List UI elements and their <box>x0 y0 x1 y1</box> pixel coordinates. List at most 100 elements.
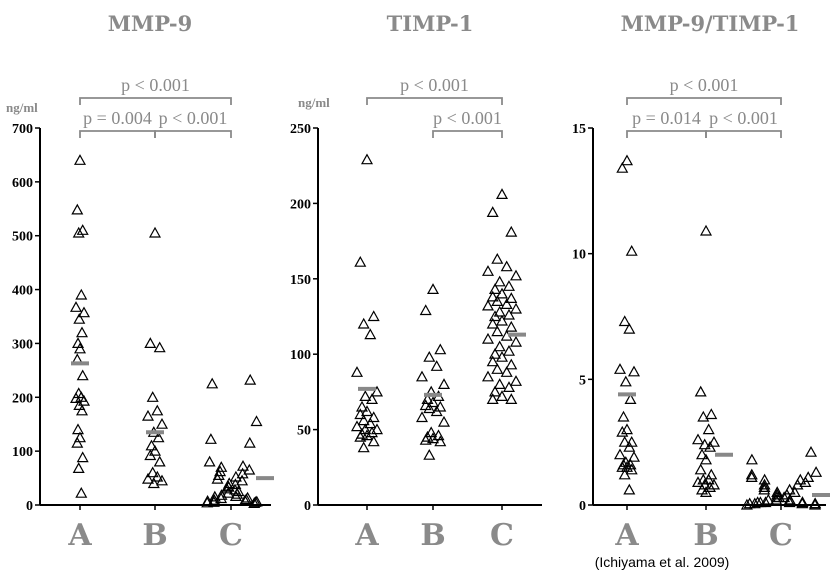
data-point <box>500 366 513 377</box>
data-point <box>155 417 169 429</box>
data-point <box>495 188 509 199</box>
data-point <box>703 481 717 492</box>
data-point <box>623 322 636 334</box>
data-point <box>745 468 758 480</box>
data-point <box>758 481 771 492</box>
data-point <box>426 396 440 408</box>
data-point <box>73 312 86 324</box>
data-point <box>365 426 379 438</box>
data-point <box>486 206 499 217</box>
data-point <box>691 433 705 445</box>
data-point <box>488 283 502 294</box>
data-point <box>493 275 506 287</box>
data-point <box>248 497 261 508</box>
data-point <box>357 317 370 329</box>
data-point <box>707 435 721 447</box>
data-point <box>694 463 707 475</box>
category-label-c: C <box>490 518 514 553</box>
data-point <box>509 302 523 314</box>
data-point <box>151 470 164 482</box>
category-label-b: B <box>142 518 167 553</box>
y-tick-label: 5 <box>579 373 586 388</box>
data-point <box>495 390 509 401</box>
data-point <box>493 378 506 389</box>
data-point <box>419 433 432 445</box>
panel-timp1: TIMP-1 ng/ml <box>298 11 473 110</box>
data-point <box>505 225 518 237</box>
chart-title: MMP-9 <box>108 11 192 36</box>
data-point <box>702 423 715 435</box>
data-point <box>493 305 506 317</box>
data-point <box>208 490 221 502</box>
data-point <box>360 429 374 441</box>
data-point <box>206 377 219 389</box>
category-label-c: C <box>769 518 793 553</box>
data-point <box>76 451 89 463</box>
data-point <box>155 474 169 486</box>
data-point <box>244 373 257 385</box>
data-point <box>71 203 84 215</box>
data-point <box>759 496 772 508</box>
data-point <box>354 408 367 420</box>
category-label-b: B <box>420 518 445 553</box>
data-point <box>75 404 89 416</box>
data-point <box>486 317 499 329</box>
significance-bracket <box>79 97 232 105</box>
data-point <box>698 438 711 450</box>
data-point <box>204 433 217 444</box>
panel-ratio: MMP-9/TIMP-1 <box>621 11 800 36</box>
data-point <box>148 444 162 456</box>
data-point <box>73 154 87 165</box>
data-point <box>76 369 89 381</box>
data-point <box>699 486 713 497</box>
data-point <box>617 410 630 422</box>
data-point <box>486 290 499 302</box>
data-point <box>201 496 214 508</box>
data-point <box>354 255 367 267</box>
data-point <box>500 260 513 272</box>
data-point <box>613 448 627 460</box>
y-tick-label: 50 <box>297 424 311 439</box>
data-point <box>220 482 233 494</box>
data-point <box>488 310 502 322</box>
data-point <box>788 486 801 497</box>
data-point <box>148 226 162 238</box>
data-point <box>360 405 374 417</box>
plot-area: 0 50 100 150 200 250 A B Cp < 0.001 p < 0.001 <box>290 75 542 553</box>
category-label-c: C <box>219 518 243 553</box>
data-point <box>705 408 718 420</box>
data-point <box>73 399 86 410</box>
data-point <box>75 486 88 498</box>
data-point <box>481 332 495 344</box>
data-point <box>152 431 165 443</box>
data-point <box>360 153 374 165</box>
data-point <box>796 497 809 509</box>
data-point <box>616 425 629 437</box>
data-point <box>486 393 499 404</box>
data-point <box>505 320 518 332</box>
data-point <box>491 295 504 306</box>
data-point <box>350 420 364 432</box>
data-point <box>69 301 83 312</box>
data-point <box>505 393 518 404</box>
data-point <box>509 269 523 281</box>
significance-bracket <box>79 130 156 138</box>
data-point <box>72 462 85 473</box>
data-point <box>783 493 796 505</box>
data-point <box>222 480 235 492</box>
data-point <box>144 337 157 348</box>
data-point <box>502 344 516 356</box>
data-point <box>77 394 91 406</box>
data-point <box>77 306 91 318</box>
data-point <box>699 453 713 465</box>
plot-area: 0 100 200 300 400 500 600 700 A B Cp < 0.001 p = 0.… <box>12 75 274 553</box>
y-tick-label: 500 <box>12 230 33 245</box>
data-point <box>745 453 758 465</box>
data-point <box>616 161 629 173</box>
p-value-label: p < 0.001 <box>121 75 190 95</box>
significance-bracket <box>626 130 707 138</box>
data-point <box>153 341 166 353</box>
data-point <box>618 468 631 480</box>
data-point <box>791 478 804 490</box>
data-point <box>240 493 253 505</box>
